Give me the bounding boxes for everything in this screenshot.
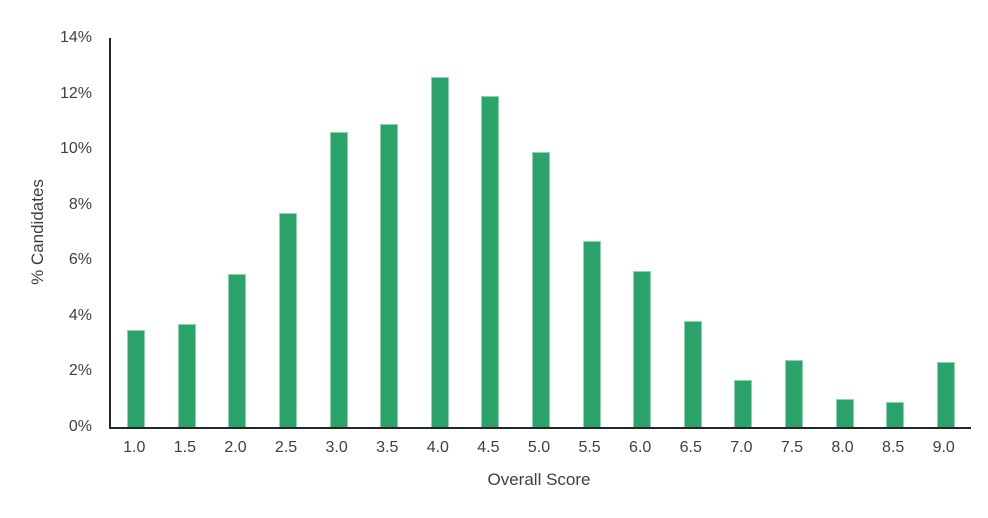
bar-2.5 [279,213,298,427]
bar-8.5 [886,402,905,427]
x-tick-label-5.0: 5.0 [527,439,551,456]
plot-area [109,38,971,429]
x-tick-label-6.5: 6.5 [679,439,702,456]
bar-4.5 [481,96,500,427]
bar-9.0 [936,361,955,427]
x-tick-label-3.0: 3.0 [325,439,348,456]
x-axis-ticks: 1.0 1.5 2.0 2.5 3.0 3.5 4.0 4.5 5.0 5.5 6.0 6.5 7.0 7… [109,440,969,460]
y-axis-ticks: 0% 2% 4% 6% 8% 10% 12% 14% [0,30,92,435]
bar-3.0 [329,132,348,427]
x-tick-label-4.0: 4.0 [426,439,449,456]
bar-7.5 [784,360,803,427]
x-axis-title: Overall Score [487,470,591,489]
y-tick-label-2pct: 2% [68,362,92,380]
bar-6.0 [633,271,652,427]
x-tick-label-8.5: 8.5 [881,439,905,456]
x-tick-label-6.0: 6.0 [629,439,652,456]
y-tick-label-10pct: 10% [59,140,92,158]
y-tick-label-8pct: 8% [68,195,92,213]
x-tick-label-7.0: 7.0 [730,439,753,456]
y-tick-label-4pct: 4% [68,306,92,324]
x-tick-label-1.5: 1.5 [173,439,196,456]
bar-8.0 [835,399,854,427]
bar-1.5 [177,324,196,427]
x-tick-label-9.0: 9.0 [932,439,955,456]
y-tick-label-12pct: 12% [59,84,92,102]
x-tick-label-3.5: 3.5 [376,439,399,456]
bar-4.0 [430,76,449,427]
y-tick-label-0pct: 0% [68,418,92,435]
x-tick-label-5.5: 5.5 [578,439,601,456]
bar-5.5 [582,240,601,427]
bar-5.0 [532,151,550,427]
x-tick-label-1.0: 1.0 [123,439,146,456]
bar-6.5 [683,321,702,427]
x-tick-label-2.5: 2.5 [274,439,298,456]
bar-2.0 [228,274,247,427]
x-tick-label-4.5: 4.5 [477,439,500,456]
x-tick-label-8.0: 8.0 [831,439,854,456]
y-tick-label-14pct: 14% [59,29,92,46]
x-tick-label-2.0: 2.0 [224,439,247,456]
x-tick-label-7.5: 7.5 [780,439,804,456]
y-tick-label-6pct: 6% [68,251,92,269]
bar-1.0 [127,329,146,427]
bar-7.0 [734,379,753,427]
bar-3.5 [380,124,399,427]
